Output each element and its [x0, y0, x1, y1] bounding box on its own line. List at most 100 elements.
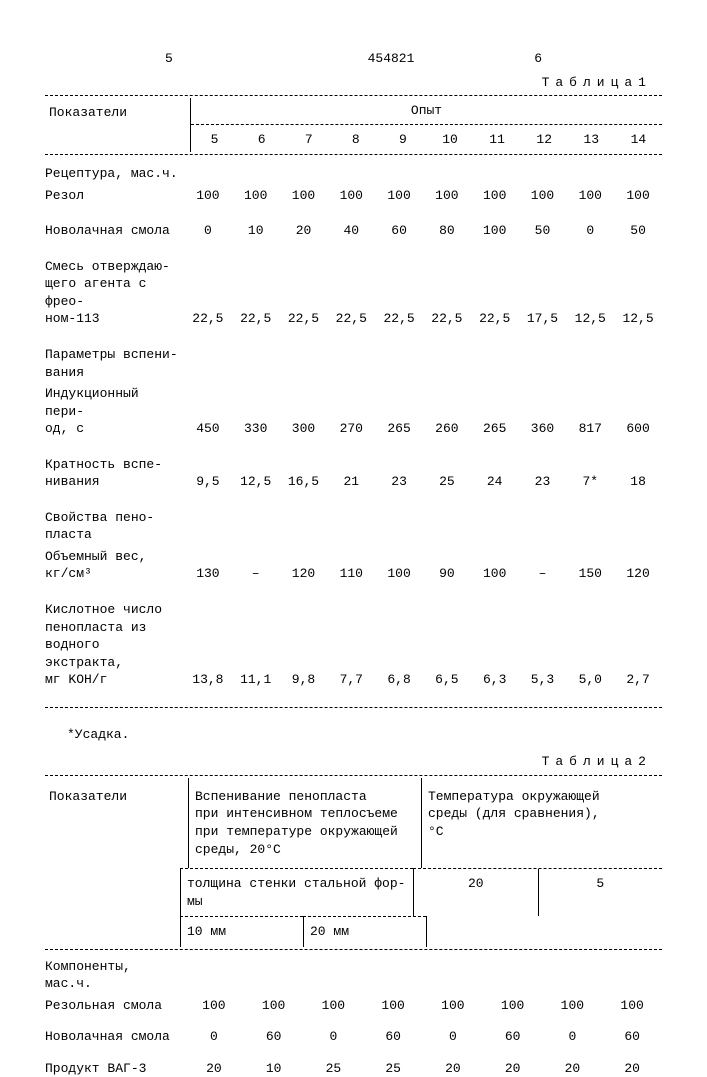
table2-sub2b: 20 мм — [303, 916, 426, 947]
cell: 0 — [184, 222, 232, 240]
divider — [191, 124, 662, 125]
table-row: Резольная смола100100100100100100100100 — [45, 997, 662, 1015]
cell: 6,3 — [471, 671, 519, 689]
table1-col-num: 5 — [191, 131, 238, 149]
cell: 120 — [280, 565, 328, 583]
cell: 7* — [566, 473, 614, 491]
row-cells: 2010252520202020 — [184, 1060, 662, 1077]
row-label: Индукционный пери- од, с — [45, 385, 184, 438]
cell: 12,5 — [614, 310, 662, 328]
cell: 12,5 — [566, 310, 614, 328]
table1-data-head: Опыт 567891011121314 — [190, 98, 662, 152]
cell: 22,5 — [375, 310, 423, 328]
table2-sub-c3b: 5 — [538, 869, 663, 916]
cell: 100 — [327, 187, 375, 205]
row-cells: 9,512,516,521232524237*18 — [184, 473, 662, 491]
cell: 100 — [519, 187, 567, 205]
cell: 6,8 — [375, 671, 423, 689]
row-cells: 13,811,19,87,76,86,56,35,35,02,7 — [184, 671, 662, 689]
cell: 100 — [184, 187, 232, 205]
table1-head: Показатели Опыт 567891011121314 — [45, 98, 662, 152]
cell: 23 — [375, 473, 423, 491]
cell: 100 — [614, 187, 662, 205]
table2-caption: Таблица2 — [45, 753, 652, 771]
table1-footnote: *Усадка. — [67, 726, 662, 744]
cell: 22,5 — [471, 310, 519, 328]
cell: 13,8 — [184, 671, 232, 689]
cell: 0 — [566, 222, 614, 240]
table1-col-num: 13 — [568, 131, 615, 149]
table2-sub-c3: 20 5 — [413, 868, 662, 916]
section-label: Компоненты, мас.ч. — [45, 958, 662, 993]
row-cells: 100100100100100100100100 — [184, 997, 662, 1015]
cell: 50 — [519, 222, 567, 240]
table-row: Объемный вес, кг/см³130–12011010090100–1… — [45, 548, 662, 583]
cell: 270 — [327, 420, 375, 438]
cell: 6,5 — [423, 671, 471, 689]
cell: 20 — [602, 1060, 662, 1077]
table-row: Новолачная смола060060060060 — [45, 1028, 662, 1046]
page-num-left: 5 — [165, 50, 173, 68]
cell: 100 — [375, 187, 423, 205]
page-num-right: 6 — [534, 50, 542, 68]
table1-col-num: 7 — [285, 131, 332, 149]
cell: 100 — [566, 187, 614, 205]
cell: 22,5 — [280, 310, 328, 328]
table2-head: Показатели Вспенивание пенопласта при ин… — [45, 778, 662, 868]
table1-col-num: 12 — [521, 131, 568, 149]
table-row: Продукт ВАГ-32010252520202020 — [45, 1060, 662, 1077]
row-label: Новолачная смола — [45, 222, 184, 240]
cell: 60 — [483, 1028, 543, 1046]
cell: 100 — [280, 187, 328, 205]
cell: 22,5 — [184, 310, 232, 328]
table-row: Смесь отверждаю- щего агента с фрео- ном… — [45, 258, 662, 328]
cell: 16,5 — [280, 473, 328, 491]
cell: 20 — [184, 1060, 244, 1077]
table-row: Кислотное число пенопласта из водного эк… — [45, 601, 662, 689]
cell: 150 — [566, 565, 614, 583]
table2-sub-h2: толщина стенки стальной фор- мы — [180, 868, 413, 916]
cell: 5,3 — [519, 671, 567, 689]
row-label: Новолачная смола — [45, 1028, 184, 1046]
row-label: Продукт ВАГ-3 — [45, 1060, 184, 1077]
doc-number: 454821 — [368, 50, 415, 68]
cell: 100 — [471, 222, 519, 240]
table1-col-num: 9 — [379, 131, 426, 149]
cell: 100 — [423, 187, 471, 205]
cell: 80 — [423, 222, 471, 240]
divider — [45, 949, 662, 950]
cell: 25 — [423, 473, 471, 491]
cell: 22,5 — [232, 310, 280, 328]
table2: Показатели Вспенивание пенопласта при ин… — [45, 775, 662, 1077]
table1-col-num: 10 — [426, 131, 473, 149]
row-label: Кратность вспе- нивания — [45, 456, 184, 491]
cell: – — [519, 565, 567, 583]
table2-sub2a: 10 мм — [180, 916, 303, 947]
cell: 100 — [363, 997, 423, 1015]
cell: 25 — [363, 1060, 423, 1077]
cell: 100 — [471, 187, 519, 205]
table1-col-num: 8 — [332, 131, 379, 149]
cell: 5,0 — [566, 671, 614, 689]
cell: 300 — [280, 420, 328, 438]
table2-h2: Вспенивание пенопласта при интенсивном т… — [188, 778, 421, 868]
divider — [45, 154, 662, 155]
cell: 100 — [483, 997, 543, 1015]
cell: 110 — [327, 565, 375, 583]
cell: 25 — [304, 1060, 364, 1077]
table1-col-num: 11 — [474, 131, 521, 149]
section-label: Свойства пено- пласта — [45, 509, 662, 544]
table1-group-header: Опыт — [191, 98, 662, 122]
cell: 100 — [375, 565, 423, 583]
cell: 20 — [423, 1060, 483, 1077]
table2-subhead: толщина стенки стальной фор- мы 20 5 — [45, 868, 662, 916]
cell: 817 — [566, 420, 614, 438]
row-cells: 450330300270265260265360817600 — [184, 420, 662, 438]
row-cells: 130–12011010090100–150120 — [184, 565, 662, 583]
cell: 100 — [543, 997, 603, 1015]
cell: 9,8 — [280, 671, 328, 689]
cell: 9,5 — [184, 473, 232, 491]
table2-body: Компоненты, мас.ч. Резольная смола1001001… — [45, 958, 662, 1077]
cell: 100 — [602, 997, 662, 1015]
cell: 450 — [184, 420, 232, 438]
